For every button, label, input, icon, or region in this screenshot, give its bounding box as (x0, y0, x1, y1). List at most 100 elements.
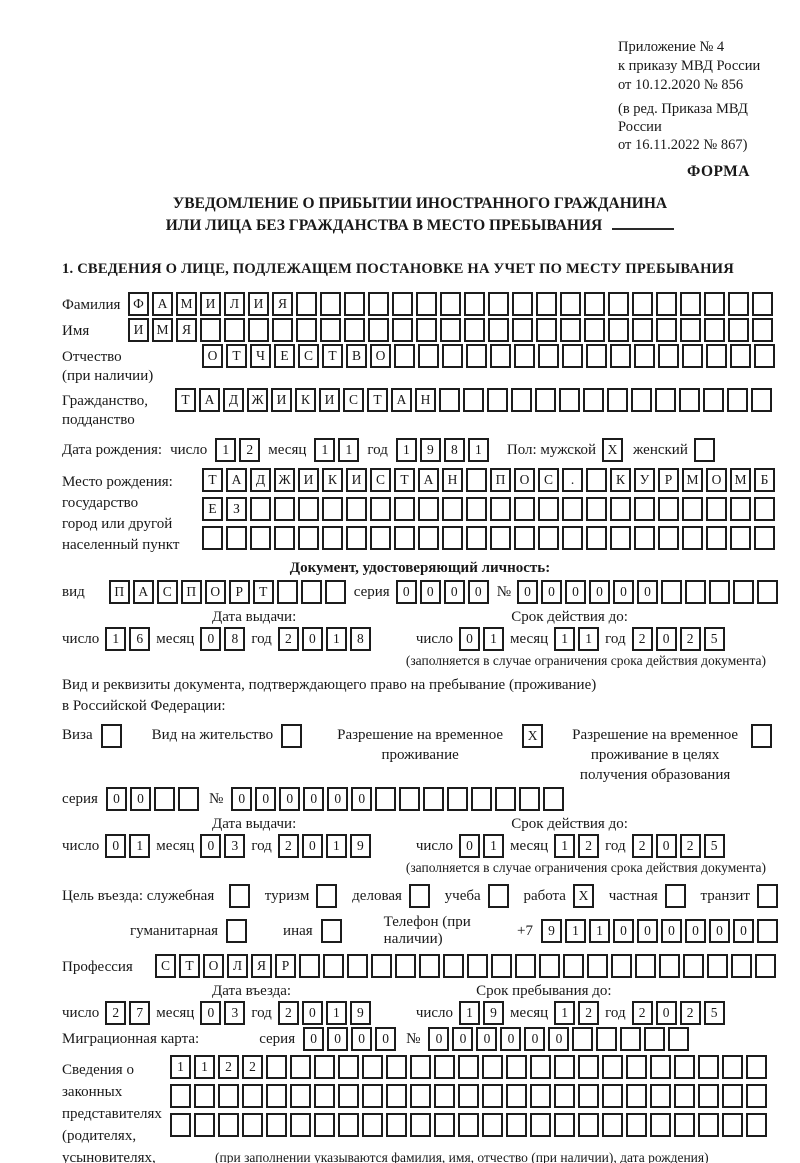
form-cell[interactable]: И (271, 388, 292, 412)
form-cell[interactable] (562, 344, 583, 368)
form-cell[interactable]: 1 (459, 1001, 481, 1025)
visa-checkbox[interactable] (100, 724, 122, 748)
form-cell[interactable] (442, 344, 463, 368)
form-cell[interactable] (512, 292, 533, 316)
form-cell[interactable]: И (319, 388, 340, 412)
form-cell[interactable]: К (610, 468, 631, 492)
form-cell[interactable] (756, 884, 778, 908)
form-cell[interactable] (490, 526, 511, 550)
form-cell[interactable]: 5 (703, 1001, 725, 1025)
form-cell[interactable]: 0 (395, 580, 417, 604)
form-cell[interactable]: Т (226, 344, 247, 368)
form-cell[interactable]: М (152, 318, 173, 342)
form-cell[interactable] (751, 724, 773, 748)
form-cell[interactable]: 9 (419, 438, 441, 462)
form-cell[interactable]: 2 (578, 834, 600, 858)
form-cell[interactable] (370, 526, 391, 550)
form-cell[interactable]: 0 (375, 1027, 397, 1051)
form-cell[interactable]: 0 (428, 1027, 450, 1051)
form-cell[interactable] (596, 1027, 618, 1051)
temp-residence-education-checkbox[interactable] (751, 724, 773, 748)
form-cell[interactable]: В (346, 344, 367, 368)
form-cell[interactable]: М (176, 292, 197, 316)
form-cell[interactable] (463, 388, 484, 412)
form-cell[interactable]: 0 (443, 580, 465, 604)
form-cell[interactable] (512, 318, 533, 342)
representatives-row3[interactable] (170, 1113, 767, 1137)
form-cell[interactable] (323, 954, 344, 978)
form-cell[interactable] (706, 344, 727, 368)
form-cell[interactable] (682, 497, 703, 521)
form-cell[interactable]: С (343, 388, 364, 412)
form-cell[interactable] (487, 388, 508, 412)
form-cell[interactable] (298, 526, 319, 550)
form-cell[interactable] (410, 1113, 431, 1137)
form-cell[interactable]: Д (250, 468, 271, 492)
form-cell[interactable]: 1 (554, 627, 576, 651)
form-cell[interactable] (728, 292, 749, 316)
form-cell[interactable] (272, 318, 293, 342)
form-cell[interactable]: 2 (277, 627, 299, 651)
form-cell[interactable] (250, 526, 271, 550)
form-cell[interactable] (466, 468, 487, 492)
form-cell[interactable] (314, 1084, 335, 1108)
form-cell[interactable]: 0 (351, 787, 373, 811)
form-cell[interactable]: 0 (255, 787, 277, 811)
form-cell[interactable] (458, 1055, 479, 1079)
form-cell[interactable]: 0 (467, 580, 489, 604)
form-cell[interactable]: 0 (200, 627, 222, 651)
form-cell[interactable]: 5 (703, 834, 725, 858)
form-cell[interactable] (530, 1113, 551, 1137)
form-cell[interactable] (338, 1055, 359, 1079)
form-cell[interactable] (276, 580, 298, 604)
form-cell[interactable] (362, 1084, 383, 1108)
form-cell[interactable] (410, 1055, 431, 1079)
form-cell[interactable] (634, 497, 655, 521)
form-cell[interactable]: 9 (349, 1001, 371, 1025)
form-cell[interactable] (559, 388, 580, 412)
form-cell[interactable]: И (200, 292, 221, 316)
form-cell[interactable] (685, 580, 706, 604)
form-cell[interactable] (296, 292, 317, 316)
form-cell[interactable]: 0 (452, 1027, 474, 1051)
form-cell[interactable]: Л (224, 292, 245, 316)
form-cell[interactable]: С (155, 954, 176, 978)
form-cell[interactable] (490, 344, 511, 368)
form-cell[interactable] (632, 318, 653, 342)
form-cell[interactable] (274, 526, 295, 550)
form-cell[interactable]: 0 (200, 834, 222, 858)
form-cell[interactable] (538, 526, 559, 550)
form-cell[interactable] (658, 497, 679, 521)
form-cell[interactable] (757, 580, 778, 604)
form-cell[interactable] (562, 526, 583, 550)
form-cell[interactable]: Т (202, 468, 223, 492)
form-cell[interactable] (586, 468, 607, 492)
form-cell[interactable] (371, 954, 392, 978)
form-cell[interactable] (442, 526, 463, 550)
form-cell[interactable]: 2 (277, 834, 299, 858)
form-cell[interactable]: А (226, 468, 247, 492)
purpose-private-checkbox[interactable] (664, 884, 686, 908)
form-cell[interactable] (611, 954, 632, 978)
form-cell[interactable] (658, 344, 679, 368)
form-cell[interactable] (440, 318, 461, 342)
form-cell[interactable]: 1 (325, 834, 347, 858)
form-cell[interactable] (226, 919, 248, 943)
form-cell[interactable] (572, 1027, 594, 1051)
form-cell[interactable] (392, 318, 413, 342)
form-cell[interactable] (395, 954, 416, 978)
form-cell[interactable]: 3 (224, 834, 246, 858)
form-cell[interactable] (752, 292, 773, 316)
form-cell[interactable]: Ж (274, 468, 295, 492)
form-cell[interactable]: 0 (661, 919, 682, 943)
form-cell[interactable]: К (322, 468, 343, 492)
form-cell[interactable] (578, 1084, 599, 1108)
residence-permit-checkbox[interactable] (281, 724, 303, 748)
form-cell[interactable] (434, 1113, 455, 1137)
form-cell[interactable] (730, 526, 751, 550)
